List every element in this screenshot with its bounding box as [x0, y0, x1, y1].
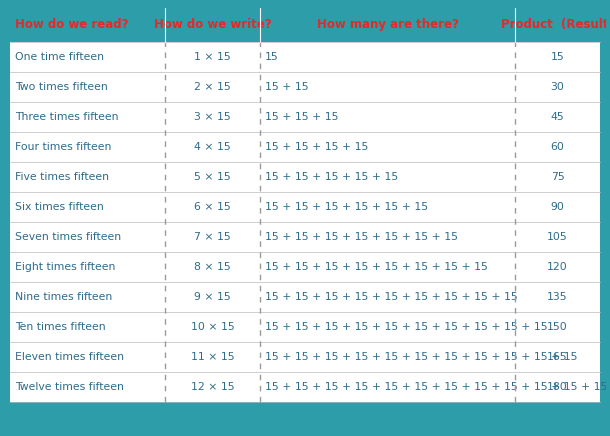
- Text: Twelve times fifteen: Twelve times fifteen: [15, 382, 124, 392]
- Text: 15 + 15 + 15 + 15 + 15 + 15 + 15 + 15: 15 + 15 + 15 + 15 + 15 + 15 + 15 + 15: [265, 262, 488, 272]
- Text: 120: 120: [547, 262, 568, 272]
- Text: 15 + 15 + 15 + 15 + 15 + 15 + 15 + 15 + 15 + 15 + 15: 15 + 15 + 15 + 15 + 15 + 15 + 15 + 15 + …: [265, 352, 578, 362]
- Text: 12 × 15: 12 × 15: [191, 382, 234, 392]
- Text: 3 × 15: 3 × 15: [194, 112, 231, 122]
- Text: 8 × 15: 8 × 15: [194, 262, 231, 272]
- Text: Eight times fifteen: Eight times fifteen: [15, 262, 115, 272]
- Text: 10 × 15: 10 × 15: [190, 322, 234, 332]
- Text: 75: 75: [551, 172, 564, 182]
- Text: 1 × 15: 1 × 15: [194, 52, 231, 62]
- Text: Eleven times fifteen: Eleven times fifteen: [15, 352, 124, 362]
- Text: 15: 15: [265, 52, 279, 62]
- Text: 9 × 15: 9 × 15: [194, 292, 231, 302]
- Text: Six times fifteen: Six times fifteen: [15, 202, 104, 212]
- Text: How many are there?: How many are there?: [317, 18, 459, 31]
- Text: 105: 105: [547, 232, 568, 242]
- Text: 2 × 15: 2 × 15: [194, 82, 231, 92]
- Text: Three times fifteen: Three times fifteen: [15, 112, 118, 122]
- Bar: [0, 0, 4, 436]
- Text: 30: 30: [551, 82, 564, 92]
- Text: How do we read?: How do we read?: [15, 18, 129, 31]
- Text: Product  (Result): Product (Result): [501, 18, 610, 31]
- Text: 11 × 15: 11 × 15: [191, 352, 234, 362]
- Text: 60: 60: [551, 142, 564, 152]
- Text: 6 × 15: 6 × 15: [194, 202, 231, 212]
- Text: 15: 15: [551, 52, 564, 62]
- Text: Nine times fifteen: Nine times fifteen: [15, 292, 112, 302]
- Text: 15 + 15: 15 + 15: [265, 82, 309, 92]
- Text: 135: 135: [547, 292, 568, 302]
- Text: Seven times fifteen: Seven times fifteen: [15, 232, 121, 242]
- Bar: [10, 8, 600, 42]
- Text: Two times fifteen: Two times fifteen: [15, 82, 108, 92]
- Text: How do we write?: How do we write?: [154, 18, 271, 31]
- Text: 15 + 15 + 15 + 15 + 15 + 15 + 15 + 15 + 15: 15 + 15 + 15 + 15 + 15 + 15 + 15 + 15 + …: [265, 292, 518, 302]
- Text: Five times fifteen: Five times fifteen: [15, 172, 109, 182]
- Text: 4 × 15: 4 × 15: [194, 142, 231, 152]
- Text: 15 + 15 + 15 + 15: 15 + 15 + 15 + 15: [265, 142, 368, 152]
- Text: 180: 180: [547, 382, 568, 392]
- Text: 15 + 15 + 15: 15 + 15 + 15: [265, 112, 339, 122]
- Text: 90: 90: [551, 202, 564, 212]
- Text: One time fifteen: One time fifteen: [15, 52, 104, 62]
- Text: 150: 150: [547, 322, 568, 332]
- Text: 15 + 15 + 15 + 15 + 15 + 15 + 15 + 15 + 15 + 15 + 15 + 15: 15 + 15 + 15 + 15 + 15 + 15 + 15 + 15 + …: [265, 382, 608, 392]
- Text: 165: 165: [547, 352, 568, 362]
- Text: 15 + 15 + 15 + 15 + 15 + 15 + 15 + 15 + 15 + 15: 15 + 15 + 15 + 15 + 15 + 15 + 15 + 15 + …: [265, 322, 548, 332]
- Text: 5 × 15: 5 × 15: [194, 172, 231, 182]
- Text: 15 + 15 + 15 + 15 + 15 + 15: 15 + 15 + 15 + 15 + 15 + 15: [265, 202, 428, 212]
- Text: 15 + 15 + 15 + 15 + 15: 15 + 15 + 15 + 15 + 15: [265, 172, 398, 182]
- Text: Four times fifteen: Four times fifteen: [15, 142, 112, 152]
- Text: 7 × 15: 7 × 15: [194, 232, 231, 242]
- Text: 15 + 15 + 15 + 15 + 15 + 15 + 15: 15 + 15 + 15 + 15 + 15 + 15 + 15: [265, 232, 458, 242]
- Bar: [0, 408, 610, 436]
- Text: Ten times fifteen: Ten times fifteen: [15, 322, 106, 332]
- Text: 45: 45: [551, 112, 564, 122]
